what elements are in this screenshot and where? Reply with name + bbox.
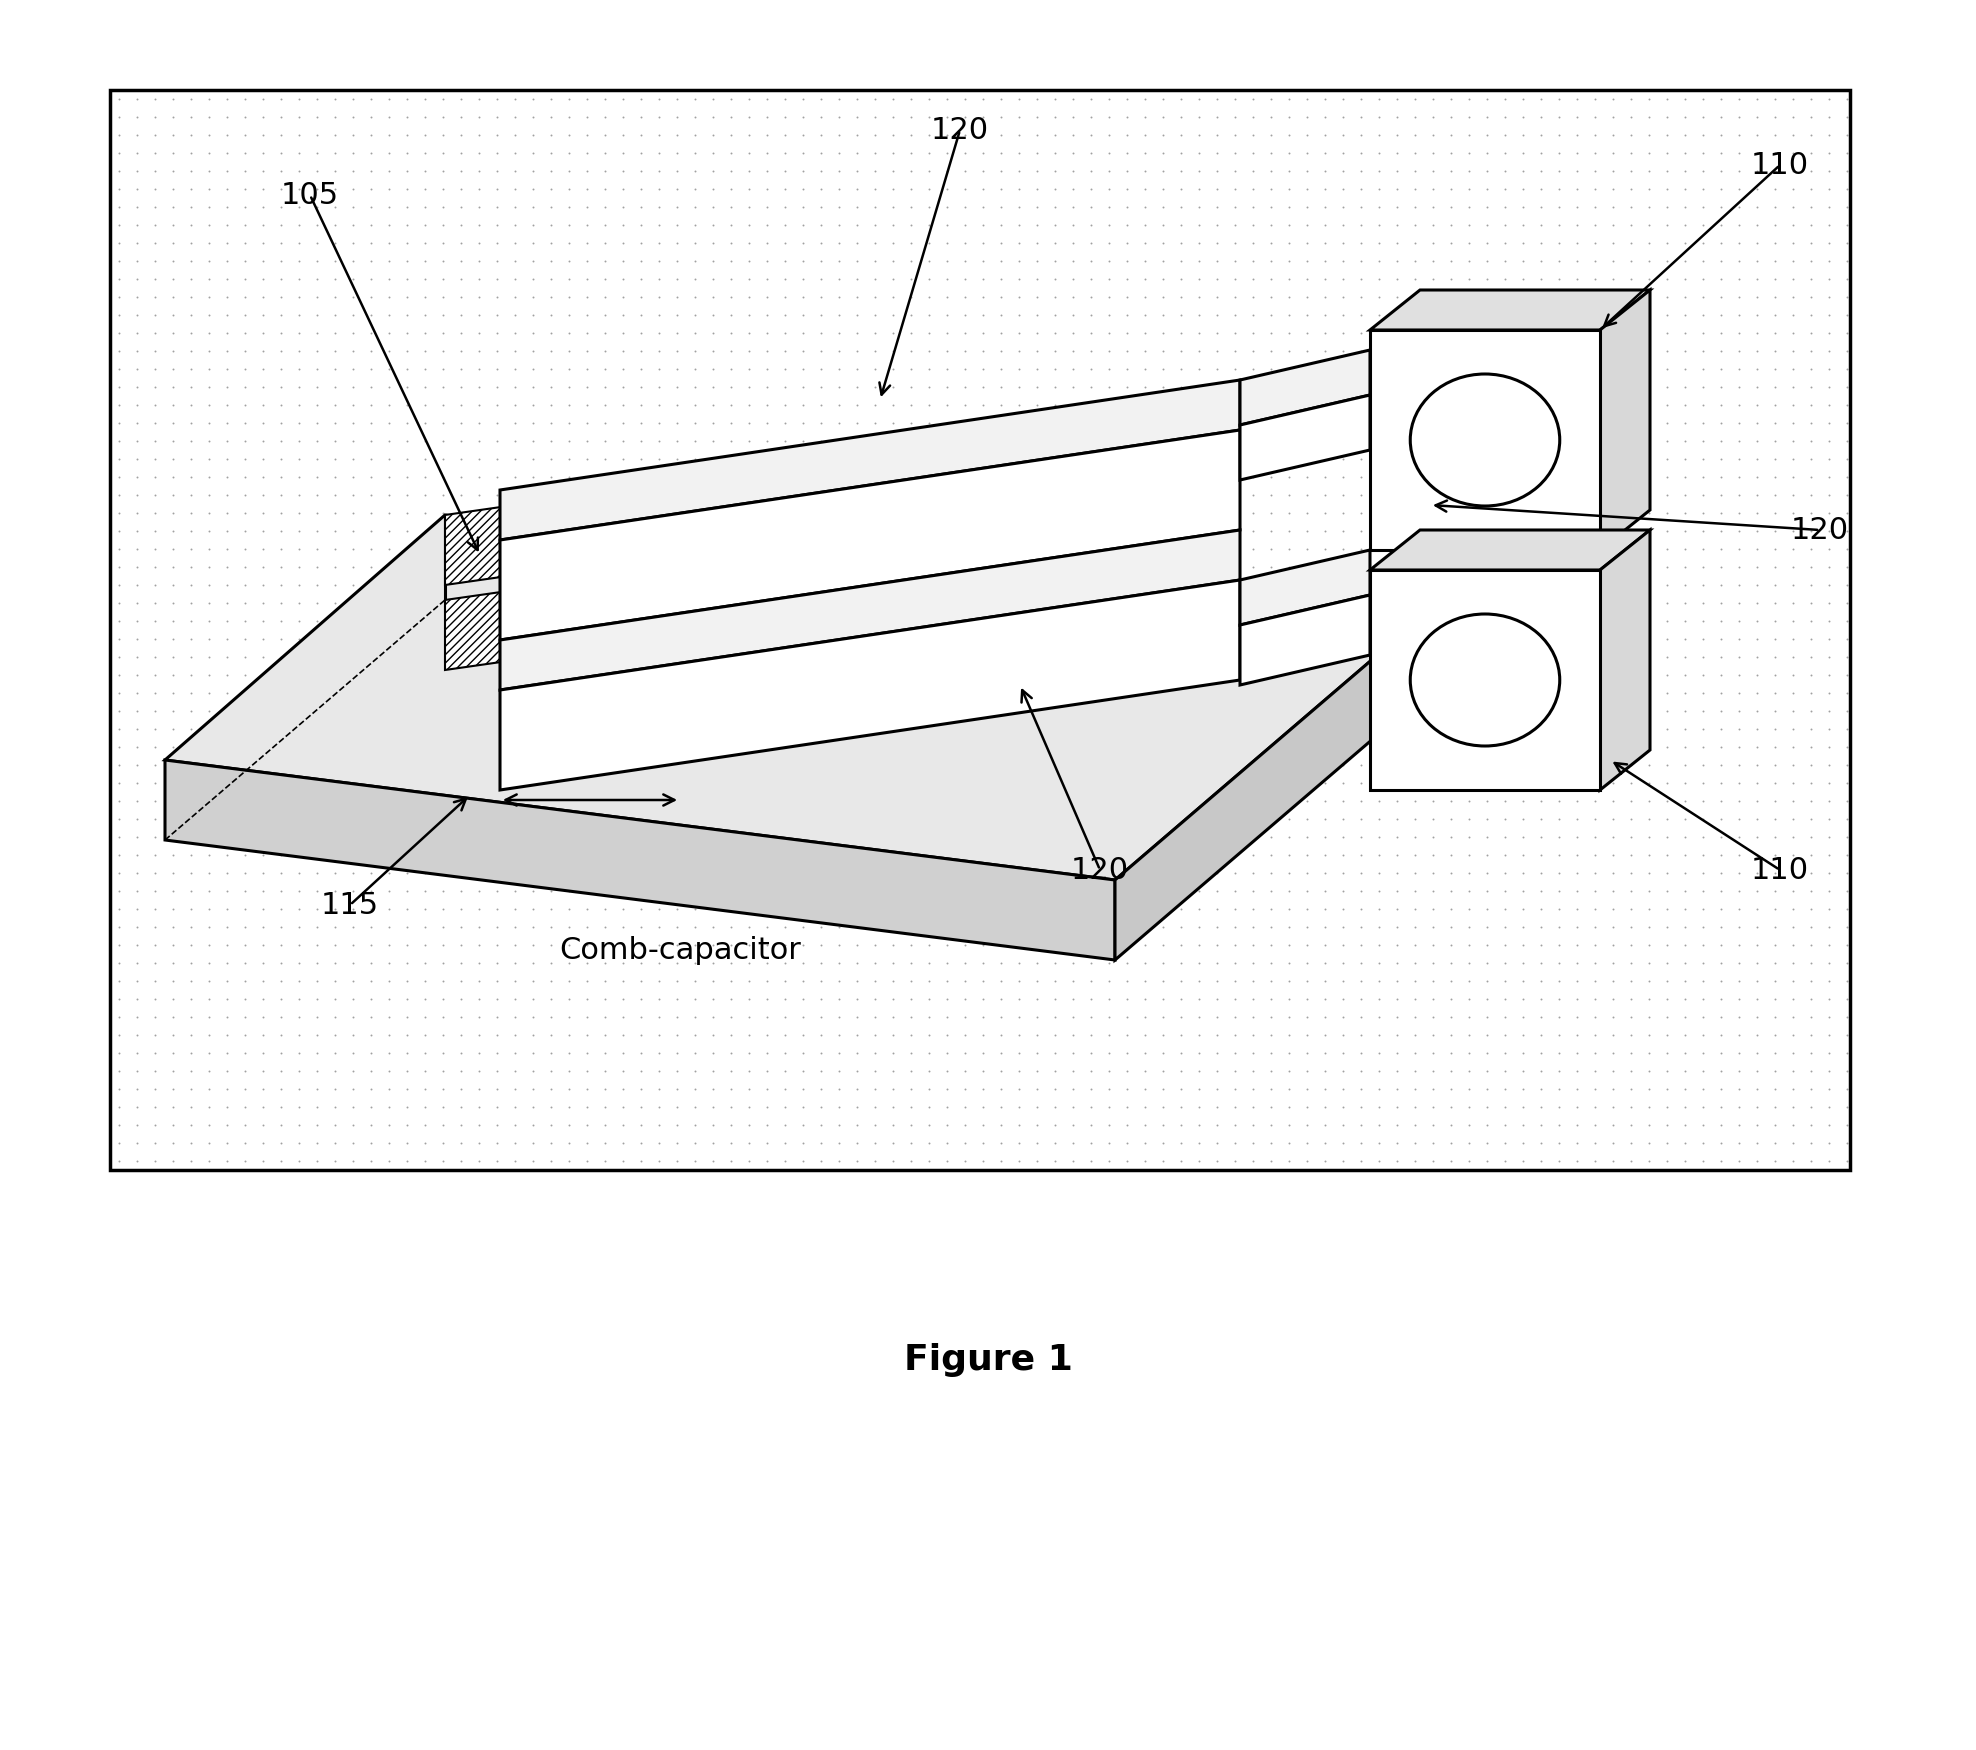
Polygon shape [1369, 331, 1601, 550]
Text: 120: 120 [1790, 516, 1850, 544]
Text: 105: 105 [281, 180, 340, 210]
Text: 120: 120 [931, 116, 990, 145]
Polygon shape [1369, 530, 1650, 570]
Polygon shape [445, 576, 620, 670]
Polygon shape [1241, 595, 1369, 684]
Polygon shape [166, 760, 1114, 961]
Bar [111, 89, 1850, 1171]
Polygon shape [1114, 640, 1395, 961]
Polygon shape [1601, 530, 1650, 789]
Polygon shape [1241, 550, 1369, 625]
Text: Figure 1: Figure 1 [903, 1342, 1073, 1377]
Polygon shape [1369, 290, 1650, 331]
Ellipse shape [1411, 374, 1559, 506]
Text: 115: 115 [320, 891, 379, 919]
Polygon shape [1241, 350, 1369, 425]
Polygon shape [445, 490, 620, 584]
Text: 120: 120 [1071, 856, 1128, 884]
Polygon shape [1241, 396, 1369, 480]
Text: Comb-capacitor: Comb-capacitor [559, 936, 800, 964]
Ellipse shape [1411, 614, 1559, 746]
Text: 110: 110 [1751, 150, 1810, 180]
Polygon shape [500, 579, 1241, 789]
Polygon shape [1601, 290, 1650, 550]
Polygon shape [166, 514, 1395, 880]
Polygon shape [500, 530, 1241, 690]
Polygon shape [500, 380, 1241, 541]
Polygon shape [1369, 570, 1601, 789]
Polygon shape [500, 430, 1241, 640]
Text: 110: 110 [1751, 856, 1810, 884]
